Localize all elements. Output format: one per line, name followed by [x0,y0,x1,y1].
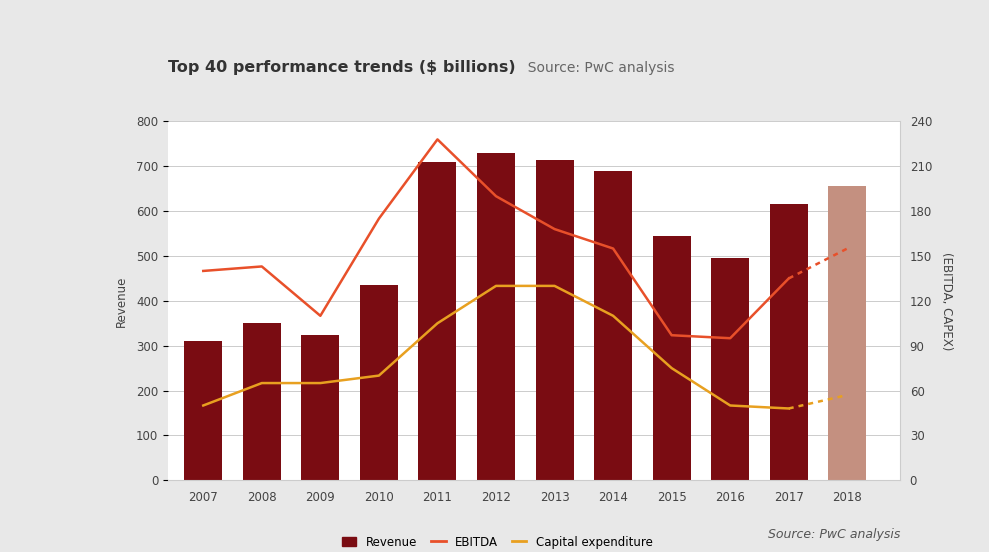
Bar [302,336,339,480]
Bar [711,258,750,480]
Bar [594,171,632,480]
Y-axis label: Revenue: Revenue [115,275,128,327]
Y-axis label: (EBITDA, CAPEX): (EBITDA, CAPEX) [941,252,953,350]
Text: Source: PwC analysis: Source: PwC analysis [767,528,900,541]
Text: Source: PwC analysis: Source: PwC analysis [519,61,674,75]
Bar [418,162,457,480]
Bar [360,285,398,480]
Bar [828,187,866,480]
Legend: Revenue, EBITDA, Capital expenditure: Revenue, EBITDA, Capital expenditure [337,531,658,552]
Bar [769,204,808,480]
Bar [184,341,223,480]
Bar [535,160,574,480]
Bar [477,153,515,480]
Bar [242,323,281,480]
Text: Top 40 performance trends ($ billions): Top 40 performance trends ($ billions) [168,60,515,75]
Bar [653,236,690,480]
